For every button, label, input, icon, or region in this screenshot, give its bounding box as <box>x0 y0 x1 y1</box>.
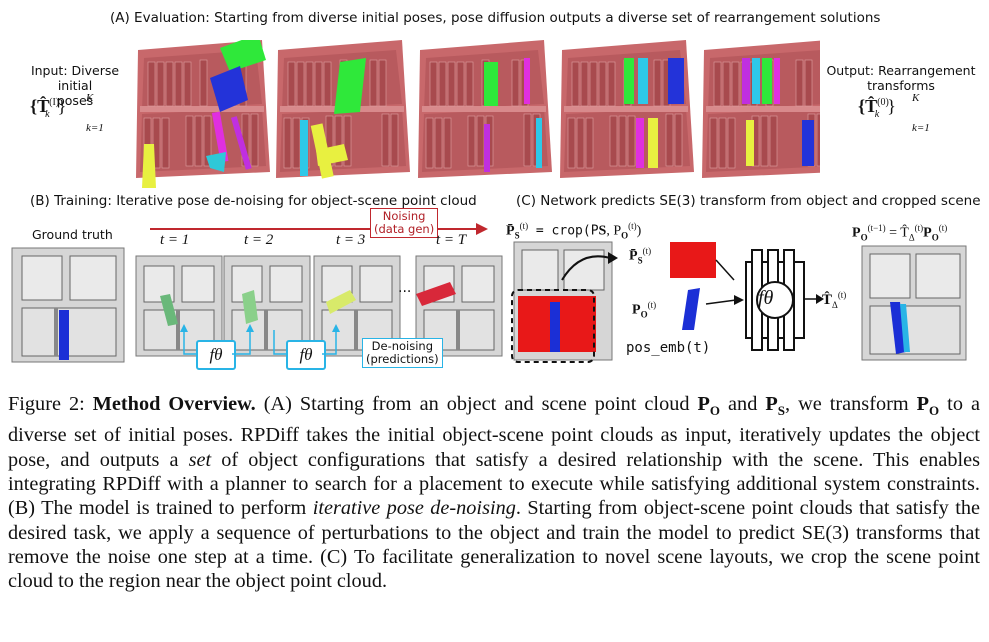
t1-label: t = 1 <box>160 232 190 248</box>
caption-set: set <box>188 448 212 471</box>
network-diagram <box>511 241 805 363</box>
output-math-upper: K <box>912 92 920 104</box>
network-output-arrow <box>804 294 824 304</box>
caption-fig-number: Figure 2: <box>8 393 93 415</box>
caption-ps: P <box>765 393 778 415</box>
caption-po2-sub: O <box>929 403 940 419</box>
ps-bar-label: P̄S(t) <box>629 246 651 265</box>
caption-title: Method Overview. <box>92 393 256 415</box>
input-label: Input: Diverse initial poses <box>16 63 134 108</box>
caption-part4: of object configurations that satisfy a … <box>8 448 980 520</box>
result-pointcloud <box>861 245 967 361</box>
network-f-theta: fθ <box>758 287 774 309</box>
po-sub: O <box>640 309 648 320</box>
output-label-line2: transforms <box>867 78 935 93</box>
crop-lhs: P̄ <box>506 223 515 239</box>
result-po-sup: (t) <box>938 223 948 233</box>
crop-eq-rest: = crop(P <box>528 223 599 239</box>
t-delta-sub: Δ <box>832 300 838 310</box>
ps-bar: P̄ <box>629 248 638 264</box>
crop-lhs-sub: S <box>514 230 520 241</box>
input-math-close: } <box>57 96 67 116</box>
tT-label: t = T <box>436 232 467 248</box>
input-math-sub: k <box>45 108 50 120</box>
crop-comma: , P <box>606 223 622 239</box>
training-pointclouds: ... <box>11 247 503 363</box>
panel-a-heading: (A) Evaluation: Starting from diverse in… <box>110 10 881 26</box>
figure-caption: Figure 2: Method Overview. (A) Starting … <box>8 392 980 593</box>
crop-equation: P̄S(t) = crop(PS, PO(t)) <box>506 221 641 240</box>
output-label-line1: Output: Rearrangement <box>826 63 976 78</box>
noising-line1: Noising <box>382 209 426 223</box>
t2-label: t = 2 <box>244 232 274 248</box>
caption-part2: , we transform <box>785 393 917 415</box>
f-theta-box-1: fθ <box>196 340 236 370</box>
t3-label: t = 3 <box>336 232 366 248</box>
caption-po2: P <box>916 393 930 415</box>
t-delta-label: T̂Δ(t) <box>822 290 846 310</box>
t-delta-sup: (t) <box>837 290 847 300</box>
caption-po: P <box>697 393 710 415</box>
output-poses-math: {T̂(0)k} <box>858 96 896 120</box>
output-math-left: {T̂ <box>858 96 878 116</box>
panel-b-heading: (B) Training: Iterative pose de-noising … <box>30 193 477 209</box>
result-rhs-sup: (t) <box>914 223 924 233</box>
crop-end: ) <box>636 223 642 239</box>
caption-ipd: iterative pose de-noising <box>312 497 516 520</box>
caption-part5: . Starting from object-scene point cloud… <box>8 497 980 593</box>
input-math-upper: K <box>86 92 94 104</box>
caption-part3: to a diverse set of initial poses. RPDif… <box>8 393 980 471</box>
panel-c-heading: (C) Network predicts SE(3) transform fro… <box>516 193 981 209</box>
output-math-sub: k <box>874 108 880 120</box>
ps-bar-sup: (t) <box>642 246 652 256</box>
crop-lhs-sup: (t) <box>519 221 529 231</box>
caption-po-sub: O <box>709 403 721 419</box>
noising-line2: (data gen) <box>374 222 435 236</box>
pos-emb-label: pos_emb(t) <box>626 340 711 356</box>
crop-s: S <box>598 223 607 239</box>
denoise-arrows <box>180 324 340 355</box>
output-math-close: } <box>887 96 896 116</box>
ps-bar-sub: S <box>637 255 643 266</box>
denoising-line1: De-noising <box>371 339 434 353</box>
denoising-line2: (predictions) <box>366 352 439 366</box>
result-lhs: P <box>852 225 861 241</box>
input-math-sup: (I) <box>49 97 60 108</box>
caption-ps-sub: S <box>777 403 785 419</box>
po-sup: (t) <box>647 300 657 310</box>
output-math-lower: k=1 <box>912 122 930 134</box>
result-rhs-sub: Δ <box>908 232 915 243</box>
result-po: P <box>923 225 932 241</box>
ground-truth-label: Ground truth <box>32 227 113 242</box>
svg-text:...: ... <box>398 280 411 296</box>
result-eq: = T̂ <box>885 225 909 241</box>
caption-and: and <box>720 393 766 415</box>
po: P <box>632 302 641 318</box>
result-po-sub: O <box>931 232 939 243</box>
result-equation: PO(t−1) = T̂Δ(t)PO(t) <box>852 223 947 242</box>
po-label: PO(t) <box>632 300 656 319</box>
noising-label: Noising (data gen) <box>370 208 439 238</box>
input-label-line1: Input: Diverse initial <box>30 63 120 93</box>
t-delta: T̂ <box>822 292 833 308</box>
result-lhs-sup: (t−1) <box>867 223 886 233</box>
crop-o: O <box>621 230 629 241</box>
bookshelf-renders <box>135 40 820 188</box>
result-lhs-sub: O <box>860 232 868 243</box>
input-label-line2: poses <box>56 93 94 108</box>
f-theta-box-2: fθ <box>286 340 326 370</box>
output-label: Output: Rearrangement transforms <box>826 63 976 93</box>
input-math-left: {T̂ <box>30 96 50 116</box>
caption-part1: (A) Starting from an object and scene po… <box>255 393 698 415</box>
denoising-label: De-noising (predictions) <box>362 338 443 368</box>
crop-o-sup: (t) <box>628 221 637 231</box>
output-math-sup: (0) <box>877 97 889 108</box>
input-math-lower: k=1 <box>86 122 104 134</box>
input-poses-math: {T̂(I)k} <box>30 96 66 120</box>
